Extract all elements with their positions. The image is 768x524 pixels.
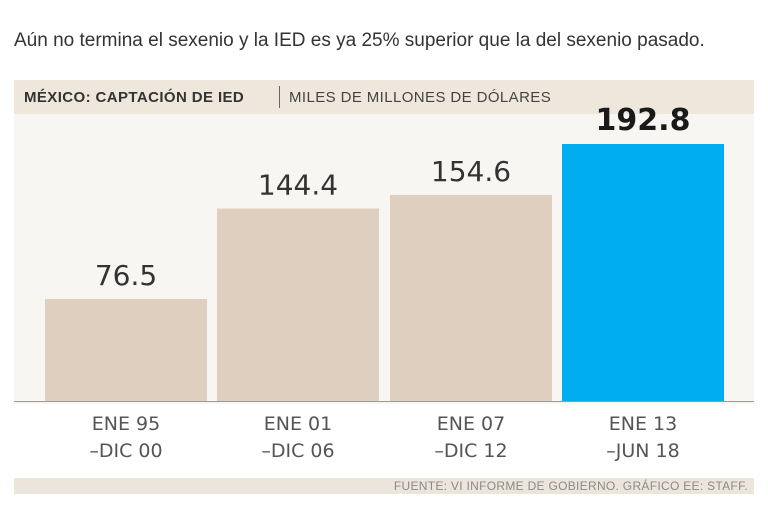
bar-value-label-2: 144.4 xyxy=(258,169,338,202)
bar-value-label-4: 192.8 xyxy=(596,103,691,138)
chart-units: MILES DE MILLONES DE DÓLARES xyxy=(289,89,552,106)
bar-1 xyxy=(45,299,207,401)
x-tick-label-2-line-1: ENE 01 xyxy=(264,413,332,435)
bar-2 xyxy=(217,208,379,401)
chart-title: MÉXICO: CAPTACIÓN DE IED xyxy=(24,89,245,106)
header-divider xyxy=(279,86,280,108)
x-tick-label-4-line-2: –JUN 18 xyxy=(606,440,679,462)
footer-bar: FUENTE: VI INFORME DE GOBIERNO. GRÁFICO … xyxy=(14,478,754,494)
x-tick-label-3-line-1: ENE 07 xyxy=(437,413,505,435)
x-tick-label-1-line-2: –DIC 00 xyxy=(89,440,162,462)
bar-value-label-3: 154.6 xyxy=(431,155,511,188)
source-credit: FUENTE: VI INFORME DE GOBIERNO. GRÁFICO … xyxy=(393,479,748,493)
x-tick-label-3-line-2: –DIC 12 xyxy=(434,440,507,462)
x-tick-label-2-line-2: –DIC 06 xyxy=(261,440,334,462)
bar-4 xyxy=(562,144,724,401)
chart-subtitle: Aún no termina el sexenio y la IED es ya… xyxy=(14,30,705,51)
chart-header-bar: MÉXICO: CAPTACIÓN DE IED MILES DE MILLON… xyxy=(14,80,754,114)
x-tick-label-1-line-1: ENE 95 xyxy=(92,413,160,435)
x-tick-label-4-line-1: ENE 13 xyxy=(609,413,677,435)
bar-value-label-1: 76.5 xyxy=(95,259,157,292)
bar-3 xyxy=(390,194,552,401)
